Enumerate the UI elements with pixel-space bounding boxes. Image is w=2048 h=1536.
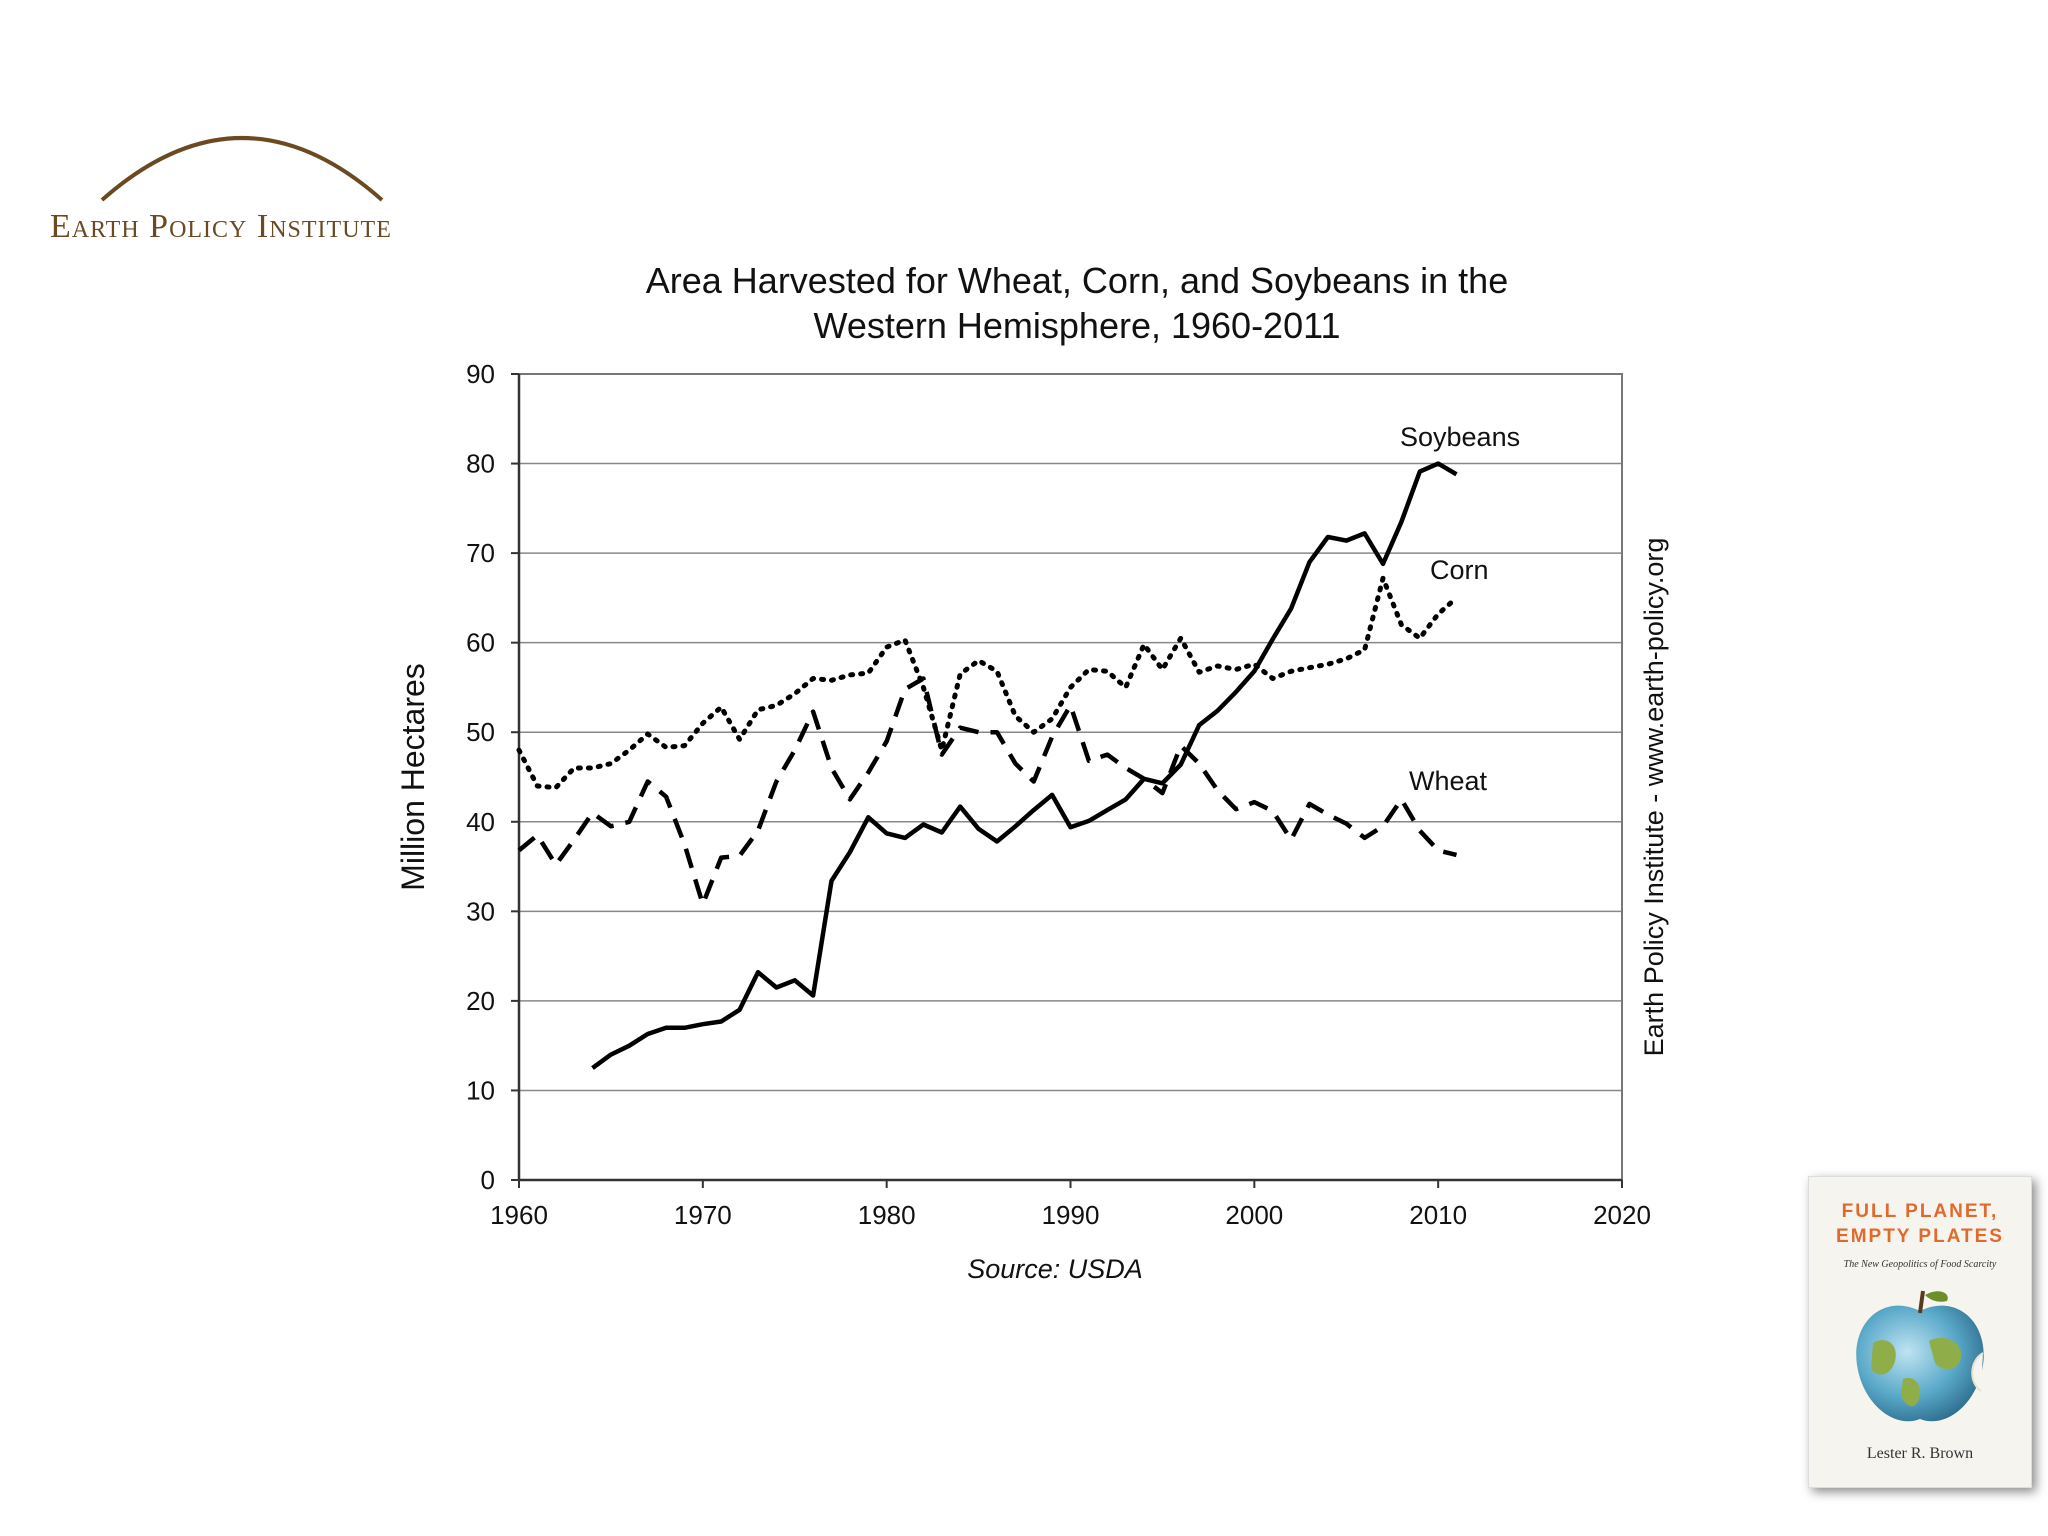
- series-line-wheat: [517, 676, 1458, 907]
- x-tick-label: 2000: [1225, 1200, 1283, 1230]
- chart-title-line1: Area Harvested for Wheat, Corn, and Soyb…: [646, 260, 1508, 301]
- x-tick-label: 1990: [1042, 1200, 1100, 1230]
- series-line-soybeans: [591, 461, 1458, 1070]
- chart-title: Area Harvested for Wheat, Corn, and Soyb…: [646, 260, 1508, 346]
- book-subtitle: The New Geopolitics of Food Scarcity: [1843, 1259, 1997, 1270]
- y-tick-label: 50: [466, 717, 495, 747]
- x-axis-ticks: 1960 1970 1980 1990 2000 2010 2020: [490, 1180, 1651, 1230]
- logo-arc-icon: [100, 136, 384, 202]
- series-label-soybeans: Soybeans: [1400, 422, 1520, 452]
- y-tick-label: 80: [466, 449, 495, 479]
- side-credit-label: Earth Policy Institute - www.earth-polic…: [1639, 538, 1669, 1057]
- y-tick-label: 10: [466, 1075, 495, 1105]
- x-tick-label: 1970: [674, 1200, 732, 1230]
- source-note: Source: USDA: [967, 1254, 1143, 1284]
- globe-apple-icon: [1856, 1290, 1984, 1422]
- y-tick-label: 40: [466, 807, 495, 837]
- book-title-line2: EMPTY PLATES: [1836, 1226, 2004, 1247]
- y-tick-label: 60: [466, 628, 495, 658]
- series-labels: Soybeans Corn Wheat: [1400, 422, 1520, 796]
- chart-title-line2: Western Hemisphere, 1960-2011: [814, 305, 1341, 346]
- y-tick-label: 90: [466, 359, 495, 389]
- series-layer: [516, 461, 1459, 1070]
- y-tick-label: 30: [466, 896, 495, 926]
- series-label-wheat: Wheat: [1409, 766, 1488, 796]
- series-label-corn: Corn: [1430, 555, 1489, 585]
- y-axis-label: Million Hectares: [395, 663, 431, 891]
- series-line-corn: [516, 575, 1459, 791]
- y-axis-ticks: 0 10 20 30 40 50 60 70 80 90: [466, 359, 519, 1195]
- book-title-line1: FULL PLANET,: [1841, 1201, 1999, 1222]
- book-cover: FULL PLANET, EMPTY PLATES The New Geopol…: [1808, 1176, 2032, 1488]
- logo-text: Earth Policy Institute: [50, 208, 392, 245]
- y-tick-label: 20: [466, 986, 495, 1016]
- y-tick-label: 70: [466, 538, 495, 568]
- x-tick-label: 2020: [1593, 1200, 1651, 1230]
- y-tick-label: 0: [481, 1165, 495, 1195]
- book-author: Lester R. Brown: [1866, 1445, 1974, 1462]
- book-title: FULL PLANET, EMPTY PLATES: [1809, 1199, 2031, 1249]
- x-tick-label: 2010: [1409, 1200, 1467, 1230]
- x-tick-label: 1980: [858, 1200, 916, 1230]
- earth-policy-institute-logo: Earth Policy Institute: [44, 112, 444, 252]
- x-tick-label: 1960: [490, 1200, 548, 1230]
